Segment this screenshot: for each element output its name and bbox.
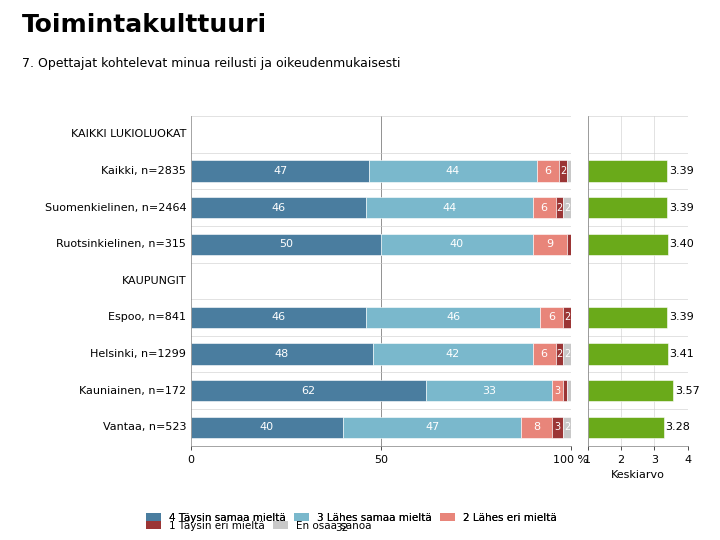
Text: 2: 2: [557, 349, 562, 359]
Text: 3.28: 3.28: [665, 422, 690, 432]
Bar: [563, 343, 571, 364]
Text: Ruotsinkielinen, n=315: Ruotsinkielinen, n=315: [56, 239, 186, 249]
Text: 40: 40: [450, 239, 464, 249]
Text: 3.39: 3.39: [669, 313, 693, 322]
Legend: 4 Täysin samaa mieltä, 3 Lähes samaa mieltä, 2 Lähes eri mieltä: 4 Täysin samaa mieltä, 3 Lähes samaa mie…: [142, 508, 561, 526]
Bar: [191, 160, 369, 181]
Text: 2: 2: [557, 202, 562, 213]
Bar: [191, 234, 381, 255]
Bar: [536, 160, 559, 181]
Text: Helsinki, n=1299: Helsinki, n=1299: [91, 349, 186, 359]
Text: 3.40: 3.40: [670, 239, 694, 249]
Text: Espoo, n=841: Espoo, n=841: [108, 313, 186, 322]
Bar: [563, 197, 571, 218]
Bar: [381, 234, 533, 255]
Bar: [521, 416, 552, 438]
Text: 48: 48: [275, 349, 289, 359]
Bar: [588, 416, 664, 438]
Text: 33: 33: [482, 386, 496, 396]
Bar: [343, 416, 521, 438]
Bar: [533, 197, 556, 218]
Bar: [541, 307, 563, 328]
Bar: [567, 234, 571, 255]
Bar: [567, 380, 571, 401]
Bar: [563, 380, 567, 401]
Bar: [559, 160, 567, 181]
Bar: [556, 343, 563, 364]
Text: 2: 2: [564, 422, 570, 432]
Text: KAIKKI LUKIOLUOKAT: KAIKKI LUKIOLUOKAT: [71, 130, 186, 139]
Bar: [588, 380, 673, 401]
X-axis label: Keskiarvo: Keskiarvo: [611, 470, 665, 480]
Text: Kauniainen, n=172: Kauniainen, n=172: [79, 386, 186, 396]
Text: 47: 47: [273, 166, 287, 176]
Bar: [552, 380, 563, 401]
Text: 44: 44: [442, 202, 456, 213]
Bar: [366, 197, 533, 218]
Text: 6: 6: [544, 166, 552, 176]
Text: 3.39: 3.39: [669, 202, 693, 213]
Text: 47: 47: [425, 422, 439, 432]
Bar: [556, 197, 563, 218]
Bar: [366, 307, 541, 328]
Text: 32: 32: [335, 523, 348, 533]
Bar: [426, 380, 552, 401]
Text: 3.57: 3.57: [675, 386, 700, 396]
Bar: [588, 343, 668, 364]
Text: 2: 2: [564, 313, 570, 322]
Bar: [191, 197, 366, 218]
Text: 3: 3: [554, 386, 561, 396]
Bar: [191, 307, 366, 328]
Bar: [191, 380, 426, 401]
Text: 2: 2: [560, 166, 567, 176]
Text: 6: 6: [541, 202, 548, 213]
Bar: [563, 307, 571, 328]
Text: 46: 46: [271, 313, 285, 322]
Text: 44: 44: [446, 166, 460, 176]
Text: 40: 40: [260, 422, 274, 432]
Text: 2: 2: [564, 349, 570, 359]
Text: 42: 42: [446, 349, 460, 359]
Text: Suomenkielinen, n=2464: Suomenkielinen, n=2464: [45, 202, 186, 213]
Text: 62: 62: [302, 386, 315, 396]
Bar: [369, 160, 536, 181]
Text: 50: 50: [279, 239, 293, 249]
Bar: [588, 197, 667, 218]
Bar: [552, 416, 563, 438]
Bar: [588, 234, 667, 255]
Text: 46: 46: [446, 313, 460, 322]
Bar: [563, 416, 571, 438]
Text: Vantaa, n=523: Vantaa, n=523: [103, 422, 186, 432]
Bar: [588, 160, 667, 181]
Bar: [373, 343, 533, 364]
Bar: [191, 416, 343, 438]
Bar: [567, 160, 571, 181]
Text: 2: 2: [564, 202, 570, 213]
Text: 3: 3: [554, 422, 561, 432]
Bar: [533, 234, 567, 255]
Text: 9: 9: [546, 239, 554, 249]
Bar: [191, 343, 373, 364]
Text: 3.41: 3.41: [670, 349, 694, 359]
Bar: [533, 343, 556, 364]
Text: 6: 6: [549, 313, 555, 322]
Text: 7. Opettajat kohtelevat minua reilusti ja oikeudenmukaisesti: 7. Opettajat kohtelevat minua reilusti j…: [22, 57, 400, 70]
Legend: 1 Täysin eri mieltä, En osaa sanoa: 1 Täysin eri mieltä, En osaa sanoa: [142, 516, 376, 535]
Text: Kaikki, n=2835: Kaikki, n=2835: [102, 166, 186, 176]
Text: Toimintakulttuuri: Toimintakulttuuri: [22, 14, 266, 37]
Bar: [588, 307, 667, 328]
Text: 46: 46: [271, 202, 285, 213]
Text: 3.39: 3.39: [669, 166, 693, 176]
Text: KAUPUNGIT: KAUPUNGIT: [122, 276, 186, 286]
Text: 8: 8: [533, 422, 540, 432]
Text: 6: 6: [541, 349, 548, 359]
